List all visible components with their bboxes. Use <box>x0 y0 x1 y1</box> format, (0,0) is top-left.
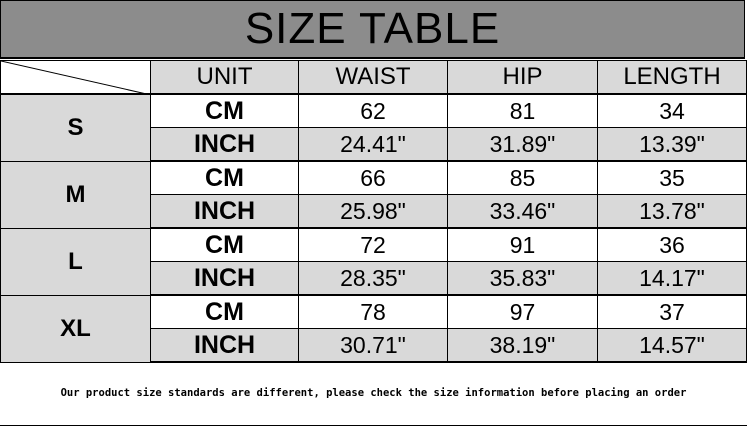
unit-cell: INCH <box>150 261 299 296</box>
length-cell: 34 <box>597 93 747 128</box>
table-row-l-cm: L CM 72 91 36 <box>0 227 747 296</box>
hip-cell: 38.19" <box>447 328 598 363</box>
unit-cell: CM <box>150 294 299 329</box>
footer-note: Our product size standards are different… <box>0 360 747 426</box>
waist-cell: 30.71" <box>298 328 448 363</box>
length-cell: 14.57" <box>597 328 747 363</box>
waist-cell: 62 <box>298 93 448 128</box>
size-label: M <box>0 160 151 229</box>
hip-cell: 35.83" <box>447 261 598 296</box>
table-row-s-cm: S CM 62 81 34 <box>0 93 747 162</box>
hip-cell: 91 <box>447 227 598 262</box>
table-row-m-cm: M CM 66 85 35 <box>0 160 747 229</box>
header-hip: HIP <box>447 60 598 95</box>
size-label: S <box>0 93 151 162</box>
unit-cell: CM <box>150 227 299 262</box>
table-row-xl-cm: XL CM 78 97 37 <box>0 294 747 363</box>
hip-cell: 31.89" <box>447 127 598 162</box>
size-label: L <box>0 227 151 296</box>
header-row: UNIT WAIST HIP LENGTH <box>0 60 747 95</box>
waist-cell: 25.98" <box>298 194 448 229</box>
size-label: XL <box>0 294 151 363</box>
unit-cell: CM <box>150 160 299 195</box>
header-unit: UNIT <box>150 60 299 95</box>
waist-cell: 78 <box>298 294 448 329</box>
hip-cell: 33.46" <box>447 194 598 229</box>
hip-cell: 85 <box>447 160 598 195</box>
length-cell: 35 <box>597 160 747 195</box>
length-cell: 37 <box>597 294 747 329</box>
unit-cell: INCH <box>150 194 299 229</box>
table-title: SIZE TABLE <box>0 0 745 59</box>
waist-cell: 72 <box>298 227 448 262</box>
size-table: UNIT WAIST HIP LENGTH S CM 62 81 34 INCH 24.41… <box>0 60 747 363</box>
unit-cell: INCH <box>150 127 299 162</box>
table-row-xl-inch: INCH 30.71" 38.19" 14.57" <box>1 328 747 363</box>
unit-cell: INCH <box>150 328 299 363</box>
table-row-l-inch: INCH 28.35" 35.83" 14.17" <box>1 261 747 296</box>
unit-cell: CM <box>150 93 299 128</box>
waist-cell: 28.35" <box>298 261 448 296</box>
length-cell: 13.39" <box>597 127 747 162</box>
header-length: LENGTH <box>597 60 747 95</box>
waist-cell: 24.41" <box>298 127 448 162</box>
table-row-s-inch: INCH 24.41" 31.89" 13.39" <box>1 127 747 162</box>
length-cell: 13.78" <box>597 194 747 229</box>
hip-cell: 97 <box>447 294 598 329</box>
length-cell: 14.17" <box>597 261 747 296</box>
table-row-m-inch: INCH 25.98" 33.46" 13.78" <box>1 194 747 229</box>
waist-cell: 66 <box>298 160 448 195</box>
hip-cell: 81 <box>447 93 598 128</box>
header-waist: WAIST <box>298 60 448 95</box>
diagonal-corner-cell <box>0 60 151 95</box>
length-cell: 36 <box>597 227 747 262</box>
